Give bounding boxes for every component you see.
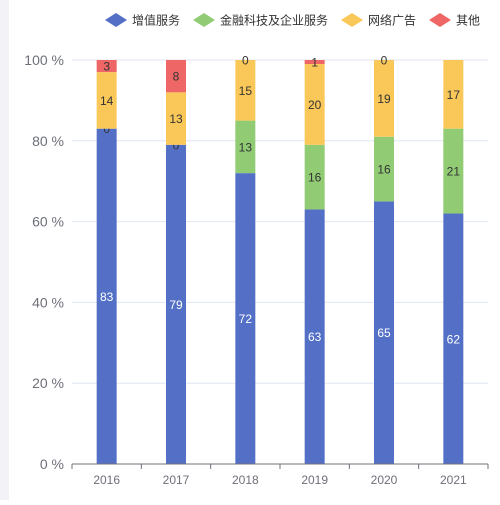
- bar-segment: [235, 60, 256, 121]
- bar-segment: [96, 60, 117, 73]
- x-axis: 2016 2017 2018 2019 2020 2021: [71, 463, 489, 487]
- bar-segment: [443, 213, 464, 464]
- legend-marker: [193, 13, 215, 27]
- bar-segment: [166, 144, 186, 464]
- y-tick-label: 20 %: [32, 375, 64, 391]
- bar-segment: [374, 60, 394, 137]
- legend-marker: [429, 13, 451, 27]
- data-label: 13: [169, 112, 183, 126]
- x-tick-label: 2018: [232, 473, 259, 487]
- x-tick-label: 2021: [440, 473, 467, 487]
- y-axis: 0 % 20 % 40 % 60 % 80 % 100 %: [24, 52, 64, 472]
- data-label: 14: [100, 94, 114, 108]
- x-tick-label: 2020: [371, 473, 398, 487]
- data-label: 0: [173, 138, 180, 152]
- legend-label: 其他: [456, 14, 480, 28]
- legend-label: 金融科技及企业服务: [220, 13, 328, 28]
- legend-marker: [105, 13, 127, 27]
- y-tick-label: 0 %: [40, 456, 64, 472]
- x-tick-label: 2019: [301, 473, 328, 487]
- bar-segment: [96, 72, 117, 129]
- data-label: 79: [169, 298, 183, 312]
- bar-segment: [96, 128, 117, 464]
- data-label: 16: [308, 171, 322, 185]
- data-label: 16: [377, 163, 391, 177]
- x-tick-label: 2017: [163, 473, 190, 487]
- data-label: 62: [447, 332, 461, 346]
- bar-segment: [304, 64, 325, 145]
- data-label: 83: [100, 290, 114, 304]
- bar-segment: [166, 60, 186, 93]
- bar-segment: [443, 60, 464, 129]
- bar-segment: [235, 173, 256, 464]
- data-label: 19: [377, 92, 391, 106]
- y-tick-label: 80 %: [32, 133, 64, 149]
- bar-segment: [443, 128, 464, 214]
- data-label: 3: [103, 60, 110, 74]
- data-label: 20: [308, 98, 322, 112]
- data-label: 0: [242, 54, 249, 68]
- bar-segment: [235, 120, 256, 174]
- data-label: 17: [447, 88, 461, 102]
- bar-segment: [304, 209, 325, 464]
- bar-segment: [304, 60, 325, 65]
- data-label: 15: [239, 84, 253, 98]
- bar-segment: [374, 136, 394, 202]
- data-label: 65: [377, 326, 391, 340]
- legend-marker: [341, 13, 363, 27]
- legend: 增值服务 金融科技及企业服务 网络广告 其他: [105, 13, 480, 28]
- legend-label: 增值服务: [132, 13, 180, 28]
- y-tick-label: 100 %: [24, 52, 64, 68]
- data-label: 0: [381, 54, 388, 68]
- left-panel-strip: [0, 0, 9, 500]
- bars: 83 0 14 3 79 0 13 8 72 13 15 0 63 16 20 1 65 16 19 0 62 21 17: [96, 54, 464, 464]
- y-tick-label: 60 %: [32, 214, 64, 230]
- legend-label: 网络广告: [368, 13, 416, 28]
- bar-segment: [166, 92, 186, 145]
- bar-segment: [304, 144, 325, 210]
- data-label: 63: [308, 330, 322, 344]
- data-label: 13: [239, 140, 253, 154]
- data-label: 21: [447, 165, 461, 179]
- x-tick-label: 2016: [93, 473, 120, 487]
- y-tick-label: 40 %: [32, 294, 64, 310]
- data-label: 72: [239, 312, 253, 326]
- data-label: 0: [103, 122, 110, 136]
- bar-segment: [374, 201, 394, 464]
- data-label: 8: [173, 70, 180, 84]
- grid-lines: [72, 59, 488, 384]
- data-label: 1: [311, 56, 318, 70]
